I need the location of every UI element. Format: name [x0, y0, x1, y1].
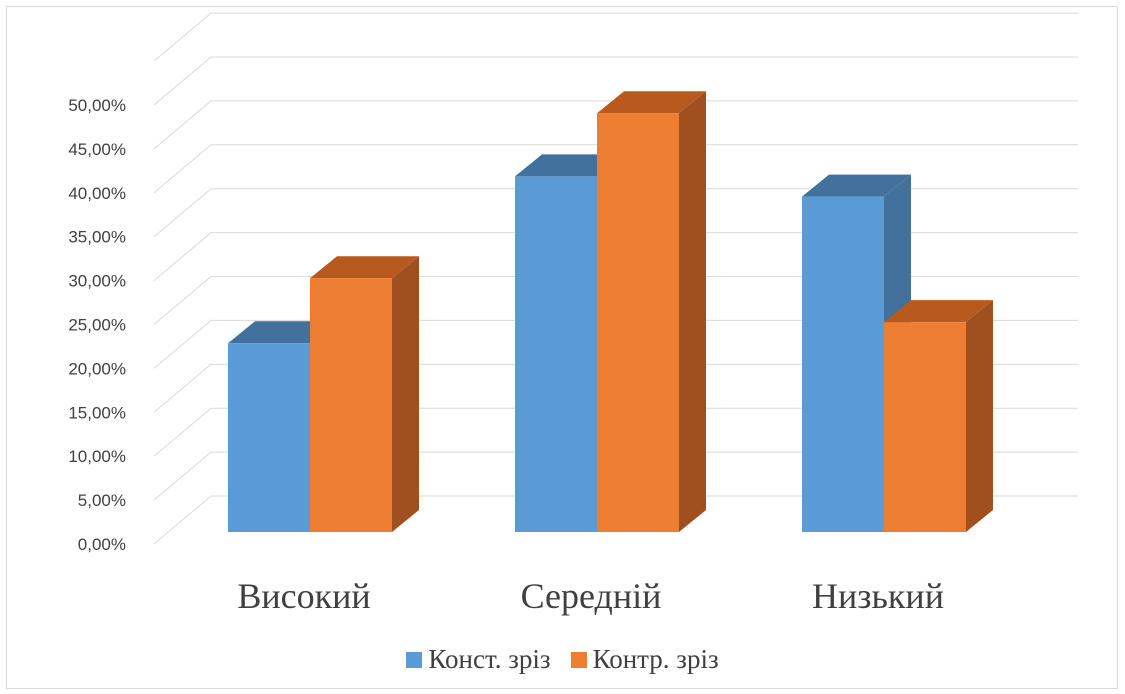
- legend-item-const: Конст. зріз: [406, 644, 551, 675]
- y-tick-label: 5,00%: [78, 491, 126, 510]
- bar-top: [515, 154, 624, 177]
- gridline-depth: [153, 188, 212, 238]
- gridline-depth: [153, 363, 212, 413]
- bar-front: [310, 278, 392, 532]
- category-label: Середній: [521, 576, 662, 616]
- gridline-depth: [153, 100, 212, 150]
- bar-top: [228, 321, 337, 344]
- bar-side: [679, 91, 706, 532]
- bar-front: [802, 196, 884, 532]
- bar-top: [802, 174, 911, 197]
- legend-label-control: Контр. зріз: [592, 644, 719, 674]
- y-tick-label: 50,00%: [68, 96, 126, 115]
- legend-item-control: Контр. зріз: [570, 644, 719, 675]
- y-tick-label: 45,00%: [68, 140, 126, 159]
- gridline-depth: [153, 232, 212, 281]
- bar-top: [597, 91, 706, 114]
- y-tick-label: 30,00%: [68, 272, 126, 291]
- bar-front: [597, 113, 679, 532]
- bar-front: [515, 176, 597, 532]
- bar-top: [310, 256, 419, 279]
- y-tick-label: 15,00%: [68, 403, 126, 422]
- category-label: Низький: [812, 576, 944, 616]
- gridline-depth: [153, 56, 212, 106]
- legend-swatch-const: [406, 651, 423, 668]
- y-tick-label: 25,00%: [68, 316, 126, 335]
- bar-side: [392, 256, 419, 532]
- gridline-depth: [153, 12, 212, 62]
- chart-legend: Конст. зріз Контр. зріз: [0, 644, 1125, 675]
- gridline-depth: [153, 407, 212, 457]
- legend-label-const: Конст. зріз: [428, 644, 551, 674]
- gridline-depth: [153, 144, 212, 194]
- bar-top: [884, 300, 993, 323]
- bar-side: [966, 300, 993, 532]
- category-label: Високий: [237, 576, 370, 616]
- y-tick-label: 35,00%: [68, 228, 126, 247]
- y-tick-label: 20,00%: [68, 359, 126, 378]
- bar-front: [228, 343, 310, 532]
- bar-front: [884, 322, 966, 532]
- gridline-depth: [153, 495, 212, 545]
- gridline-depth: [153, 451, 212, 501]
- gridline-depth: [153, 276, 212, 325]
- y-tick-label: 10,00%: [68, 447, 126, 466]
- y-tick-label: 40,00%: [68, 184, 126, 203]
- legend-swatch-control: [570, 651, 587, 668]
- y-tick-label: 0,00%: [78, 535, 126, 554]
- gridline-depth: [153, 320, 212, 369]
